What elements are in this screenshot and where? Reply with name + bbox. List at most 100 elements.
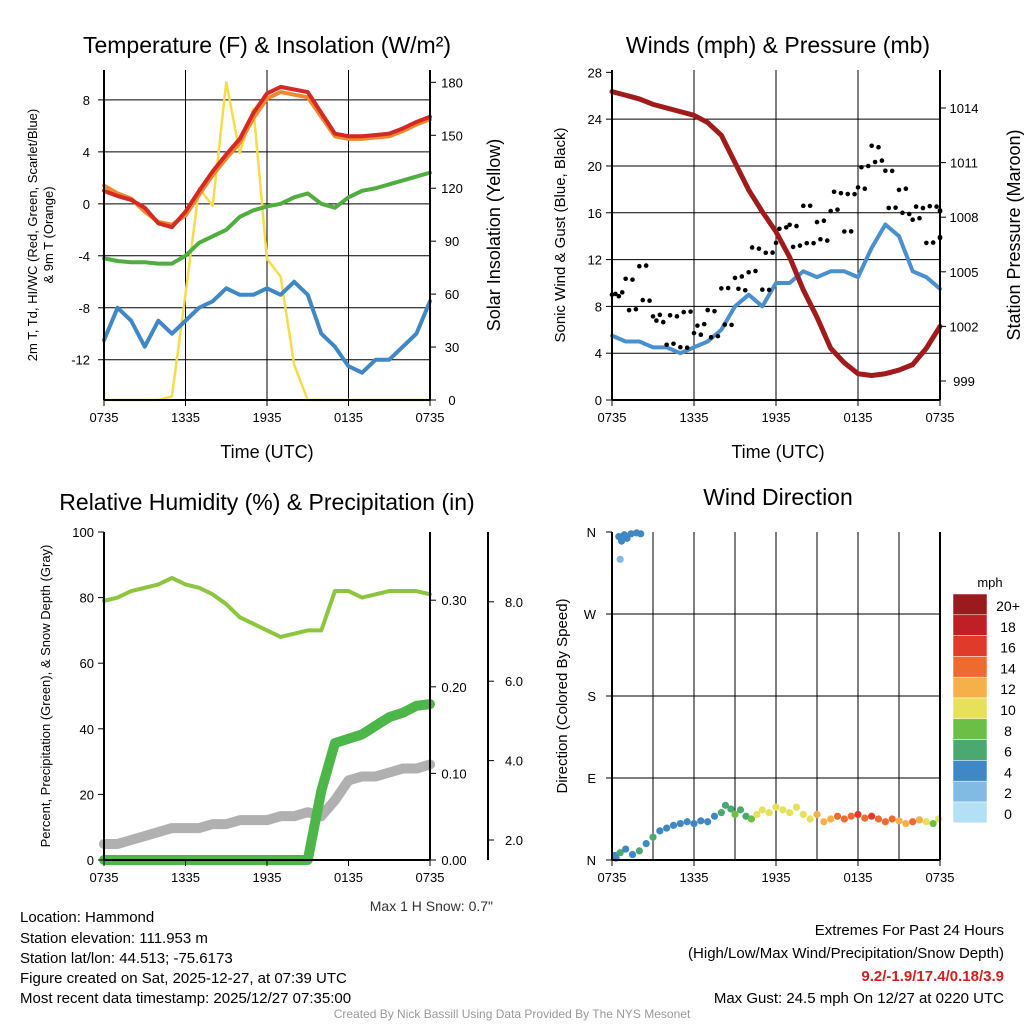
y-tick-label: -8 [78,301,90,316]
gust-point [630,277,635,282]
legend-title: mph [977,575,1002,590]
wind-direction-point [742,812,750,820]
winds-chart-title: Winds (mph) & Pressure (mb) [626,32,930,58]
wind-direction-point [717,809,725,817]
legend-swatch [952,593,988,616]
wind-direction-point [827,815,835,823]
pressure-tick-label: 1005 [950,265,979,280]
wind-chill-line [102,279,432,375]
gust-point [777,226,782,232]
gust-point [705,307,710,313]
gust-point [633,306,639,312]
extremes-title: Extremes For Past 24 Hours [815,922,1004,939]
gust-point [920,205,926,211]
direction-y-label: Direction (Colored By Speed) [554,598,571,793]
x-tick-label: 0735 [90,870,119,885]
gust-point [872,159,878,165]
gust-point [626,307,632,313]
gust-point [855,185,861,190]
gust-point [678,344,683,350]
gust-point [691,330,697,336]
y-tick-label: 4 [595,346,602,361]
gust-point [760,287,765,292]
gust-point [613,291,618,297]
precip-tick-label: 0.30 [441,593,466,608]
y-tick-label: 0 [83,197,90,212]
info-latlon: Station lat/lon: 44.513; -75.6173 [20,950,233,967]
wind-direction-point [909,818,917,826]
gust-point [770,250,775,255]
direction-tick-label: E [587,771,596,786]
gust-point [722,322,728,327]
y-tick-label: 40 [80,722,94,737]
y-tick-label: 0 [595,393,602,408]
temperature-chart-title: Temperature (F) & Insolation (W/m²) [83,32,451,58]
gust-point [896,187,902,193]
pressure-tick-label: 1002 [950,319,979,334]
legend-label: 8 [1004,723,1012,739]
pressure-tick-label: 999 [953,374,975,389]
extremes-subtitle: (High/Low/Max Wind/Precipitation/Snow De… [688,945,1004,962]
x-tick-label: 1935 [253,870,282,885]
x-tick-label: 0735 [416,870,445,885]
x-tick-label: 0135 [844,870,873,885]
wind-direction-point [820,818,828,826]
x-tick-label: 1935 [253,410,282,425]
legend-label: 4 [1004,764,1012,780]
pressure-tick-label: 1014 [950,101,979,116]
legend-label: 0 [1004,806,1012,822]
winds-x-label: Time (UTC) [731,442,824,462]
wind-direction-point [806,815,814,823]
wind-direction-point [799,810,807,819]
wind-direction-point [731,810,739,819]
gust-point [807,203,813,209]
wind-direction-point [868,812,876,820]
gust-point [695,323,700,328]
wind-direction-point [753,810,761,819]
gust-point [654,318,659,323]
wind-direction-point [874,815,883,823]
y-tick-label: 28 [588,65,602,80]
y-tick-label: -4 [78,249,90,264]
pressure-y-label: Station Pressure (Maroon) [1004,129,1024,340]
gust-point [900,210,905,216]
x-tick-label: 0735 [416,410,445,425]
wind-direction-point [635,847,643,855]
y-tick-label: 0 [87,853,94,868]
gust-point [667,313,673,318]
wind-direction-point [902,819,910,828]
gust-point [698,332,704,337]
wind-direction-point [922,818,930,826]
wind-direction-point [881,818,889,826]
wind-direction-point [721,801,730,809]
legend-swatch [952,760,988,782]
gust-point [756,246,762,252]
info-created: Figure created on Sat, 2025-12-27, at 07… [20,970,347,987]
wind-direction-point [779,806,787,814]
gust-point [903,186,909,192]
wind-direction-point [792,803,801,811]
wind-direction-point [628,850,637,859]
wind-direction-point [895,817,903,825]
pressure-tick-label: 1011 [950,156,978,171]
gust-point [783,225,789,230]
y-tick-label: 60 [80,656,94,671]
gust-point [664,342,669,348]
x-tick-label: 1935 [762,410,791,425]
wind-direction-point [642,840,650,848]
wind-direction-point [669,821,678,829]
wind-direction-point [616,555,624,563]
gust-point [736,286,741,292]
legend-label: 6 [1004,744,1012,760]
y-tick-label: -12 [71,353,90,368]
gust-point [824,238,830,243]
gust-point [804,240,810,246]
legend-label: 2 [1004,785,1012,801]
y-right-tick-label: 90 [445,234,459,249]
gust-point [623,276,628,282]
legend-swatch [952,718,988,740]
y-right-tick-label: 180 [441,75,463,90]
gust-point [821,218,827,224]
gust-point [715,333,721,339]
gust-point [814,219,820,225]
